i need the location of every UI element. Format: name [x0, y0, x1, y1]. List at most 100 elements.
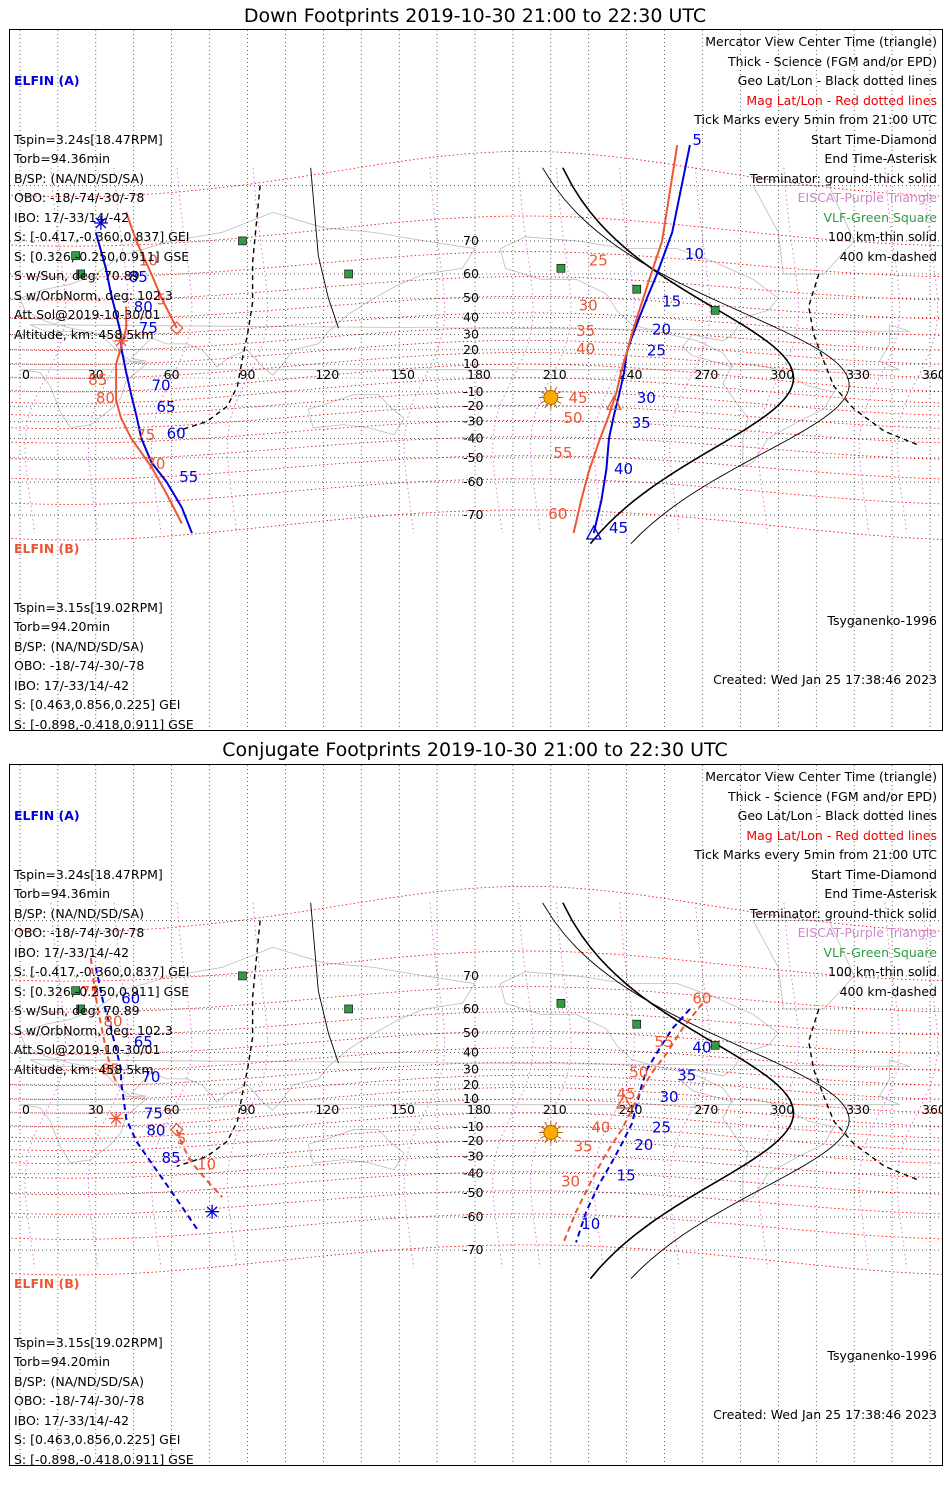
- mag-lon-line: [757, 902, 799, 1269]
- lat-tick-label: -10: [463, 384, 483, 399]
- mag-lat-line: [10, 215, 942, 247]
- mag-lon-line: [593, 167, 635, 534]
- vlf-square-icon: [71, 251, 80, 260]
- lon-tick-label: 270: [695, 367, 719, 382]
- lon-tick-label: 0: [22, 367, 30, 382]
- legend-item: Start Time-Diamond: [810, 866, 937, 882]
- vlf-square-icon: [632, 284, 642, 294]
- lat-tick-label: 60: [463, 266, 479, 281]
- mag-lat-line: [10, 377, 942, 404]
- sun-icon: [556, 391, 562, 395]
- elfin-b-line: B/SP: (NA/ND/SD/SA): [14, 1373, 144, 1389]
- lon-tick-label: 120: [315, 1102, 339, 1117]
- mag-lon-line: [858, 902, 901, 1269]
- elfin-b-title: ELFIN (B): [14, 1276, 80, 1291]
- elfin-a-line: OBO: -18/-74/-30/-78: [14, 925, 145, 940]
- mag-lat-line: [10, 326, 942, 352]
- elfin-a-line: B/SP: (NA/ND/SD/SA): [14, 170, 144, 186]
- sun-icon: [553, 1138, 558, 1144]
- elfin-a-line: Torb=94.36min: [14, 151, 111, 166]
- terminator-400km: [807, 1008, 921, 1182]
- elfin-a-tick-label: 60: [121, 989, 140, 1007]
- lat-tick-label: 30: [463, 1062, 479, 1077]
- elfin-b-info: ELFIN (B) Tspin=3.15s[19.02RPM] Torb=94.2…: [14, 1235, 194, 1465]
- elfin-a-tick-label: 20: [652, 321, 671, 339]
- elfin-b-tick-label: 70: [146, 455, 165, 473]
- elfin-a-track: [94, 232, 193, 534]
- legend: Mercator View Center Time (triangle) Thic…: [694, 767, 937, 1001]
- elfin-a-line: S: [0.326,-0.250,0.911] GSE: [14, 983, 190, 999]
- legend-item: Mag Lat/Lon - Red dotted lines: [746, 827, 937, 843]
- lat-tick-label: 60: [463, 1001, 479, 1016]
- terminator-400km: [807, 273, 921, 447]
- lon-tick-label: 90: [240, 1102, 256, 1117]
- mag-lat-line: [10, 1074, 942, 1100]
- mag-lat-line: [10, 1126, 942, 1152]
- vlf-square-icon: [710, 306, 720, 315]
- map-canvas-conjugate[interactable]: 0 30 60 90 120 150 180 210 240 270 300 330 360 70 60 50…: [10, 765, 942, 1465]
- elfin-b-line: IBO: 17/-33/14/-42: [14, 677, 130, 693]
- legend-item: Mag Lat/Lon - Red dotted lines: [746, 92, 937, 108]
- sun-icon: [544, 1138, 548, 1144]
- elfin-a-tick-label: 65: [157, 398, 176, 416]
- mag-lat-line: [10, 1011, 942, 1036]
- lat-tick-label: 30: [463, 327, 479, 342]
- elfin-b-tick-label: 45: [569, 389, 588, 407]
- lat-tick-label: -50: [463, 1185, 483, 1200]
- lat-tick-label: -20: [463, 398, 483, 413]
- panel-title-conjugate: Conjugate Footprints 2019-10-30 21:00 to…: [222, 739, 728, 761]
- elfin-a-line: OBO: -18/-74/-30/-78: [14, 190, 145, 205]
- elfin-a-title: ELFIN (A): [14, 73, 80, 88]
- elfin-a-tick-label: 20: [634, 1136, 653, 1154]
- mag-lon-line: [151, 167, 193, 534]
- mag-lat-line: [10, 404, 942, 430]
- map-panel-down[interactable]: 0306090120150180210240270300330360706050…: [9, 29, 943, 731]
- terminator-100km: [542, 167, 850, 545]
- created-label: Created: Wed Jan 25 17:38:46 2023: [713, 1406, 937, 1422]
- mag-lon-line: [403, 902, 446, 1269]
- mag-lon-line: [403, 167, 446, 534]
- mag-lat-line: [10, 1244, 942, 1276]
- mag-lon-line: [896, 902, 939, 1269]
- elfin-a-track: [94, 967, 198, 1230]
- mag-lat-line: [10, 986, 942, 1013]
- legend-item: End Time-Asterisk: [824, 151, 937, 166]
- legend-item: Mercator View Center Time (triangle): [705, 34, 937, 49]
- lat-tick-label: 70: [463, 233, 479, 248]
- vlf-square-icon: [556, 263, 566, 273]
- end-asterisk-icon: [206, 1206, 218, 1218]
- lat-tick-label: 10: [463, 356, 479, 371]
- map-canvas-down[interactable]: 0306090120150180210240270300330360706050…: [10, 30, 942, 730]
- sun-icon: [544, 1121, 548, 1127]
- elfin-a-track: [575, 1008, 691, 1243]
- lon-tick-label: 30: [88, 1102, 104, 1117]
- elfin-a-tick-label: 45: [609, 519, 628, 537]
- map-panel-conjugate[interactable]: 0 30 60 90 120 150 180 210 240 270 300 330 360 70 60 50…: [9, 764, 943, 1466]
- mag-lat-line: [10, 1098, 942, 1128]
- legend-item: Tick Marks every 5min from 21:00 UTC: [694, 112, 937, 127]
- legend-item: 100 km-thin solid: [828, 229, 937, 244]
- lon-tick-label: 150: [391, 367, 415, 382]
- mag-lon-line: [24, 902, 66, 1269]
- elfin-b-tick-label: 10: [197, 1156, 216, 1174]
- elfin-b-line: B/SP: (NA/ND/SD/SA): [14, 638, 144, 654]
- lat-tick-label: 20: [463, 342, 479, 357]
- lon-tick-label: 120: [315, 367, 339, 382]
- sun-icon: [544, 403, 548, 409]
- elfin-b-tick-label: 5: [157, 290, 167, 308]
- mag-lat-line: [10, 1154, 942, 1179]
- mag-lon-line: [151, 902, 193, 1269]
- mag-lon-line: [492, 167, 534, 534]
- mag-lon-line: [87, 902, 130, 1269]
- mag-lat-line: [10, 1213, 942, 1240]
- mag-lon-line: [226, 902, 269, 1269]
- lat-tick-label: 70: [463, 968, 479, 983]
- mag-lat-line: [10, 1171, 942, 1195]
- lon-tick-label: 300: [770, 367, 794, 382]
- elfin-b-track: [89, 957, 118, 1083]
- start-diamond-icon: [169, 1122, 184, 1137]
- elfin-a-tick-label: 35: [632, 414, 651, 432]
- mag-lat-line: [10, 150, 942, 197]
- mag-lat-line: [10, 1061, 942, 1087]
- mag-lat-line: [10, 251, 942, 278]
